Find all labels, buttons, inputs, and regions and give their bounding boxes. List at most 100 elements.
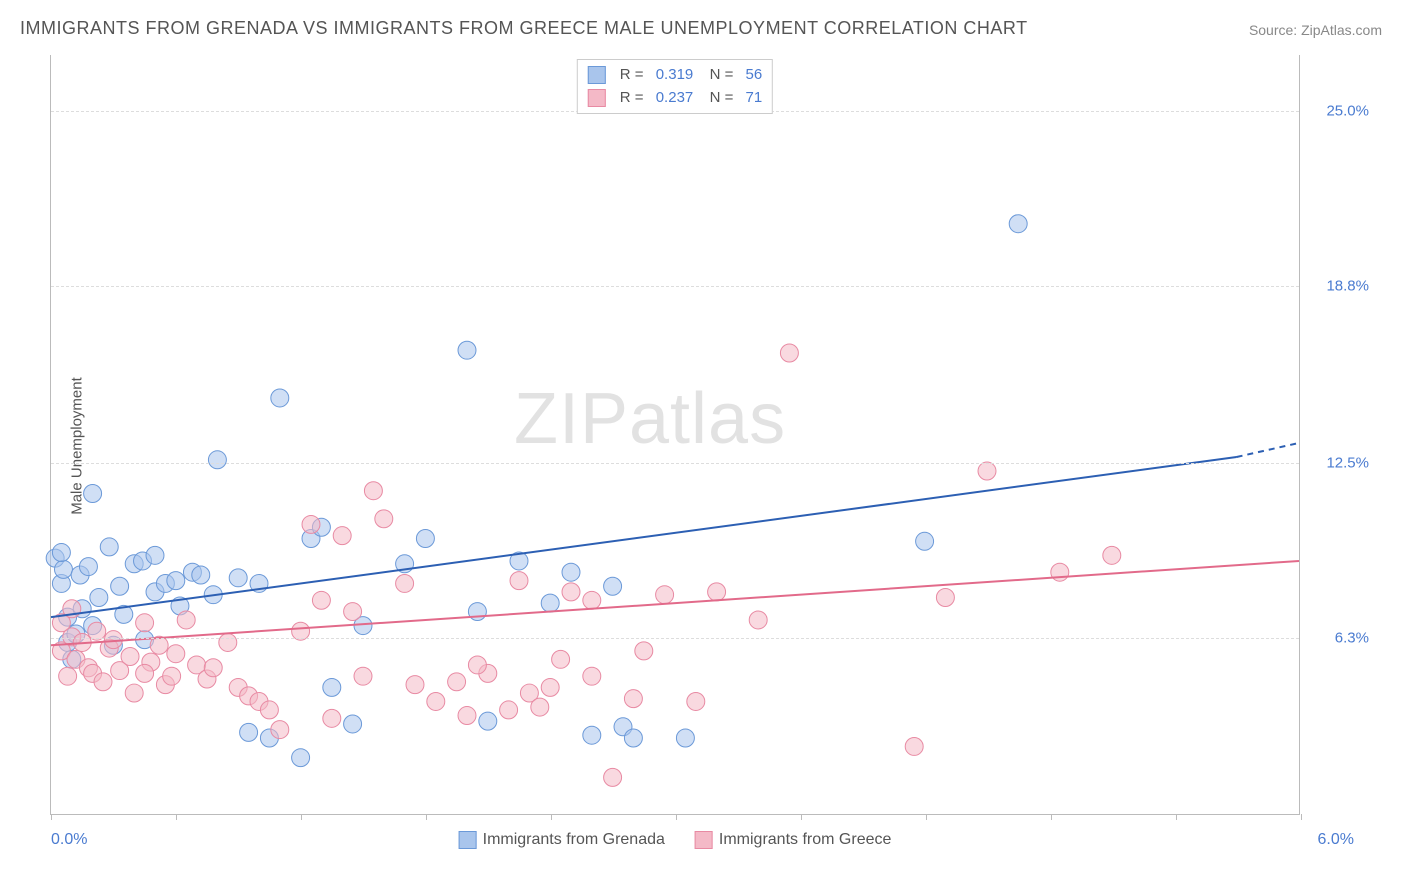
data-point — [624, 690, 642, 708]
data-point — [125, 684, 143, 702]
data-point — [204, 659, 222, 677]
data-point — [936, 589, 954, 607]
data-point — [302, 515, 320, 533]
data-point — [52, 544, 70, 562]
stat-r-value: 0.319 — [656, 64, 694, 87]
stat-n-value: 56 — [746, 64, 763, 87]
data-point — [208, 451, 226, 469]
data-point — [583, 667, 601, 685]
gridline — [51, 638, 1299, 639]
x-tick — [51, 814, 52, 820]
data-point — [79, 558, 97, 576]
data-point — [510, 572, 528, 590]
plot-area: ZIPatlas R = 0.319 N = 56R = 0.237 N = 7… — [50, 55, 1300, 815]
chart-svg — [51, 55, 1299, 814]
gridline — [51, 286, 1299, 287]
data-point — [635, 642, 653, 660]
data-point — [100, 538, 118, 556]
data-point — [479, 712, 497, 730]
data-point — [562, 563, 580, 581]
data-point — [136, 664, 154, 682]
x-tick — [426, 814, 427, 820]
x-axis-min-label: 0.0% — [51, 831, 87, 849]
data-point — [500, 701, 518, 719]
data-point — [111, 577, 129, 595]
stat-r-label: R = — [620, 64, 648, 87]
data-point — [396, 574, 414, 592]
data-point — [177, 611, 195, 629]
data-point — [448, 673, 466, 691]
data-point — [333, 527, 351, 545]
x-tick — [1301, 814, 1302, 820]
data-point — [59, 667, 77, 685]
series-legend: Immigrants from Grenada Immigrants from G… — [459, 831, 892, 849]
stat-r-value: 0.237 — [656, 87, 694, 110]
stats-legend-row: R = 0.319 N = 56 — [588, 64, 762, 87]
data-point — [312, 591, 330, 609]
data-point — [354, 667, 372, 685]
data-point — [562, 583, 580, 601]
data-point — [458, 341, 476, 359]
data-point — [192, 566, 210, 584]
chart-title: IMMIGRANTS FROM GRENADA VS IMMIGRANTS FR… — [20, 18, 1028, 39]
data-point — [552, 650, 570, 668]
data-point — [344, 715, 362, 733]
data-point — [978, 462, 996, 480]
data-point — [458, 707, 476, 725]
data-point — [1103, 546, 1121, 564]
data-point — [905, 737, 923, 755]
data-point — [604, 768, 622, 786]
data-point — [84, 485, 102, 503]
x-tick — [301, 814, 302, 820]
data-point — [344, 603, 362, 621]
legend-item: Immigrants from Greece — [695, 831, 891, 849]
data-point — [121, 648, 139, 666]
data-point — [260, 701, 278, 719]
legend-swatch — [588, 89, 606, 107]
data-point — [364, 482, 382, 500]
data-point — [323, 678, 341, 696]
x-tick — [1176, 814, 1177, 820]
x-tick — [1051, 814, 1052, 820]
data-point — [468, 656, 486, 674]
data-point — [323, 709, 341, 727]
data-point — [167, 572, 185, 590]
data-point — [375, 510, 393, 528]
stat-n-label: N = — [701, 64, 737, 87]
data-point — [240, 723, 258, 741]
legend-label: Immigrants from Greece — [719, 831, 891, 848]
source-attribution: Source: ZipAtlas.com — [1249, 22, 1382, 38]
data-point — [54, 560, 72, 578]
data-point — [90, 589, 108, 607]
legend-swatch — [459, 831, 477, 849]
data-point — [676, 729, 694, 747]
data-point — [406, 676, 424, 694]
y-tick-label: 6.3% — [1309, 629, 1369, 646]
data-point — [541, 678, 559, 696]
data-point — [624, 729, 642, 747]
stats-legend: R = 0.319 N = 56R = 0.237 N = 71 — [577, 59, 773, 114]
data-point — [916, 532, 934, 550]
legend-swatch — [695, 831, 713, 849]
data-point — [229, 569, 247, 587]
data-point — [271, 389, 289, 407]
data-point — [292, 749, 310, 767]
x-tick — [551, 814, 552, 820]
y-tick-label: 18.8% — [1309, 277, 1369, 294]
x-tick — [926, 814, 927, 820]
data-point — [271, 721, 289, 739]
data-point — [749, 611, 767, 629]
data-point — [136, 614, 154, 632]
data-point — [583, 591, 601, 609]
y-tick-label: 12.5% — [1309, 455, 1369, 472]
data-point — [531, 698, 549, 716]
gridline — [51, 463, 1299, 464]
data-point — [146, 546, 164, 564]
data-point — [416, 529, 434, 547]
x-tick — [676, 814, 677, 820]
data-point — [780, 344, 798, 362]
data-point — [583, 726, 601, 744]
stat-n-label: N = — [701, 87, 737, 110]
trend-line-dashed — [1237, 443, 1299, 457]
legend-item: Immigrants from Grenada — [459, 831, 665, 849]
